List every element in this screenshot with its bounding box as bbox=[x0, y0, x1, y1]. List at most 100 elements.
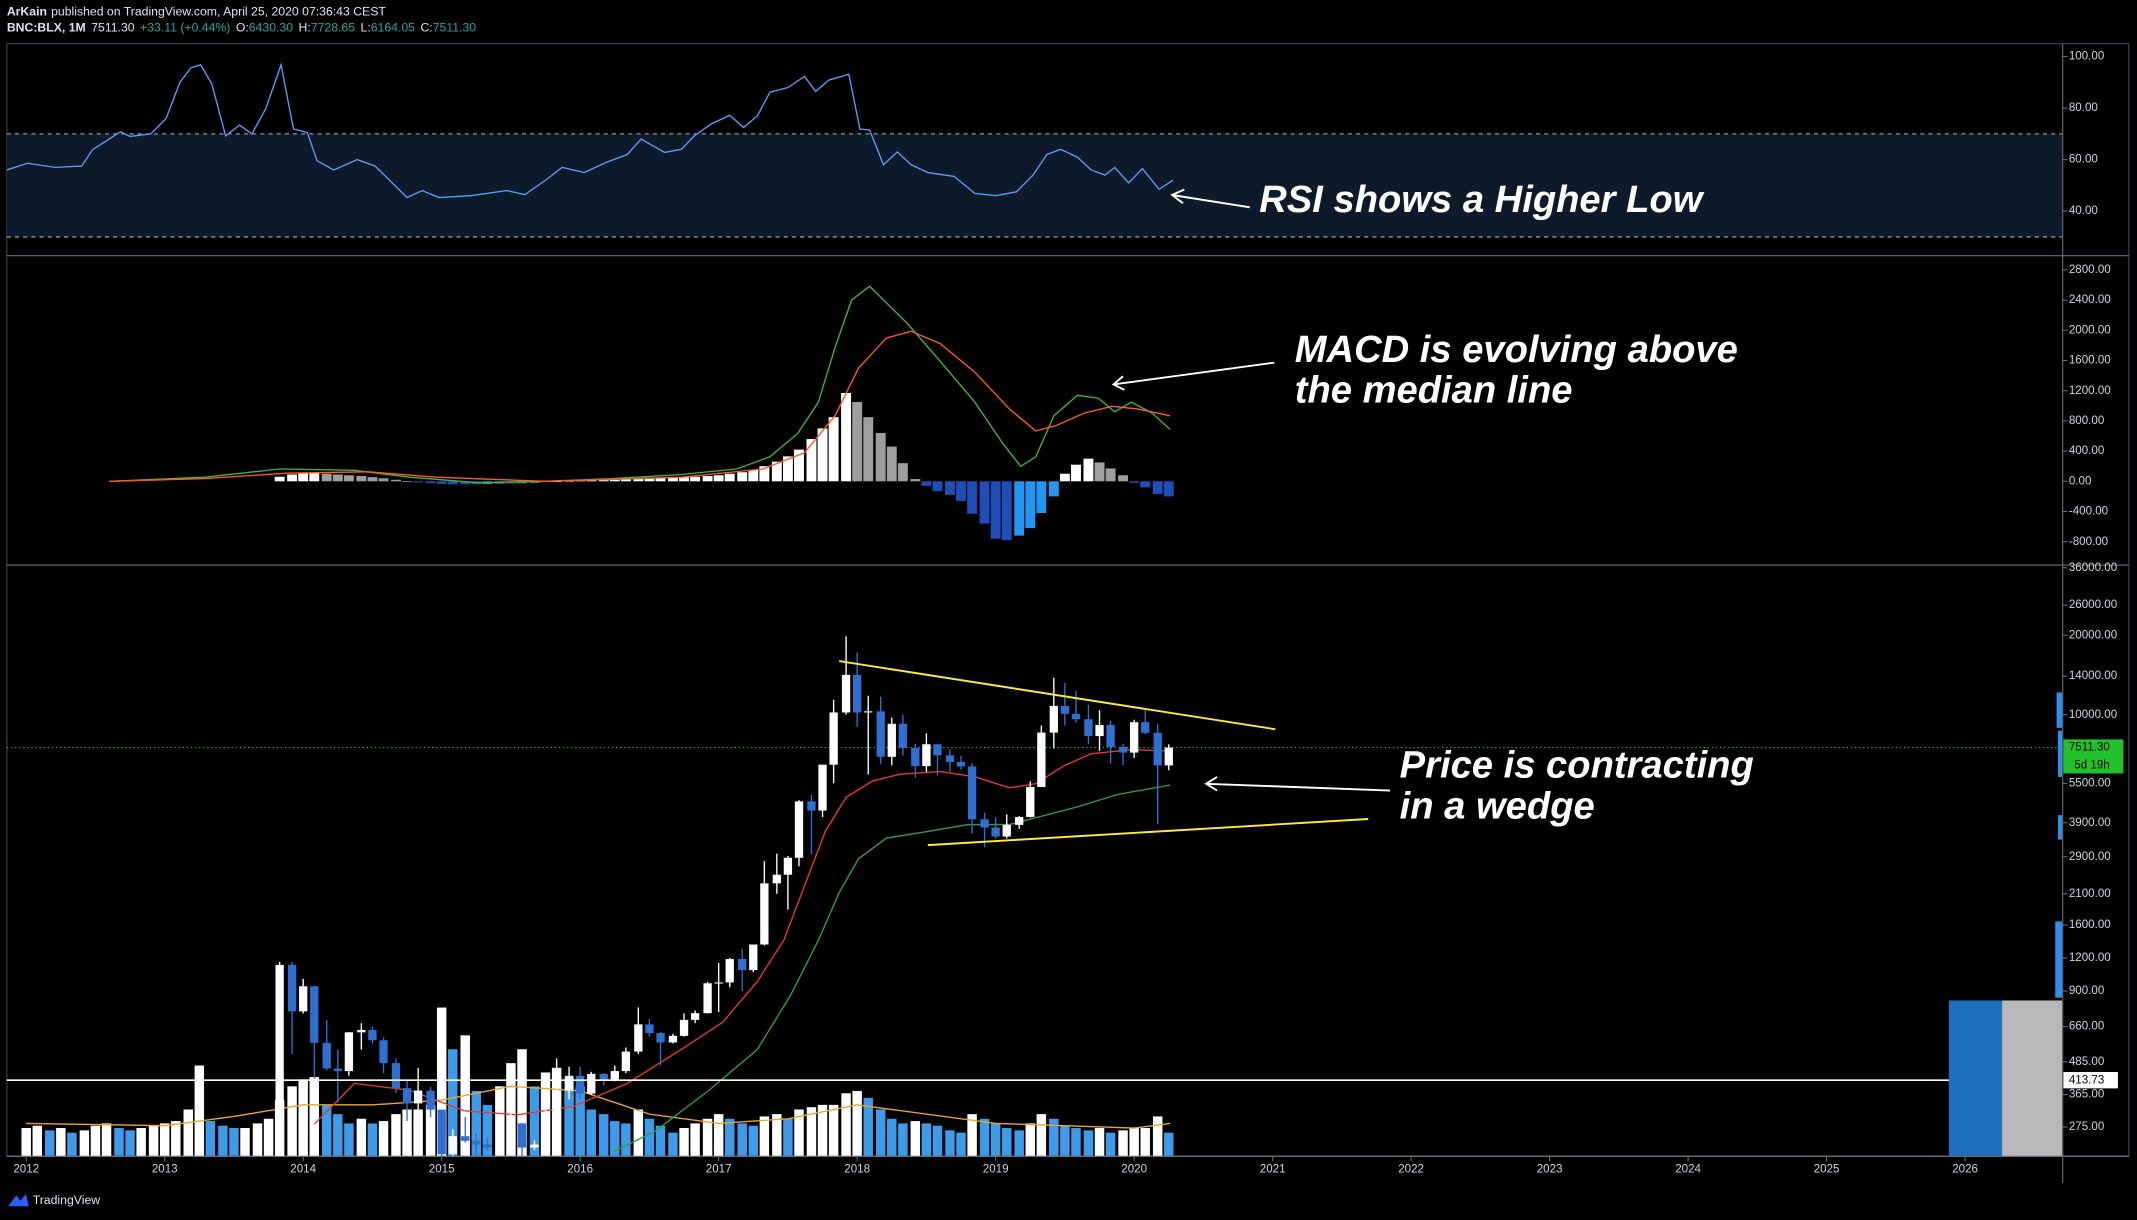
y-tick-label: 2400.00 bbox=[2069, 294, 2111, 306]
hline-badge bbox=[2063, 1072, 2118, 1089]
volume-bar bbox=[482, 1104, 493, 1156]
histogram-bar bbox=[1059, 473, 1070, 482]
candle-body bbox=[1084, 719, 1093, 737]
histogram-bar bbox=[828, 417, 839, 482]
arrow-head bbox=[1204, 776, 1218, 792]
histogram-bar bbox=[332, 474, 343, 482]
candle-body bbox=[634, 1024, 643, 1052]
histogram-bar bbox=[794, 449, 804, 482]
volume-bar bbox=[828, 1104, 839, 1156]
published: published on TradingView.com, April 25, … bbox=[51, 5, 386, 19]
y-tick-label: 1200.00 bbox=[2069, 385, 2111, 397]
histogram-bar bbox=[910, 479, 921, 482]
histogram-bar bbox=[598, 480, 609, 482]
volume-bar bbox=[668, 1132, 678, 1156]
histogram-bar bbox=[967, 481, 978, 514]
volume-bar bbox=[772, 1114, 782, 1156]
histogram-bar bbox=[1118, 475, 1129, 482]
histogram-bar bbox=[356, 476, 367, 482]
candle-body bbox=[552, 1090, 561, 1112]
histogram-bar bbox=[713, 475, 724, 482]
histogram-bar bbox=[1083, 458, 1094, 482]
volume-bar bbox=[171, 1121, 181, 1156]
volume-bar bbox=[1001, 1128, 1012, 1156]
arrow-head bbox=[1170, 188, 1185, 204]
candle-body bbox=[576, 1075, 585, 1094]
pane bbox=[109, 285, 1174, 541]
volume-bar bbox=[218, 1125, 228, 1156]
histogram-bar bbox=[321, 473, 332, 482]
candle-body bbox=[714, 982, 723, 984]
candle-body bbox=[437, 1109, 446, 1155]
candle-body bbox=[690, 1013, 700, 1020]
logo bbox=[8, 1193, 29, 1207]
annotation: RSI shows a Higher Low bbox=[1259, 178, 1704, 221]
histogram-bar bbox=[287, 474, 298, 482]
volume-bar bbox=[783, 1118, 793, 1156]
brand: TradingView bbox=[33, 1193, 101, 1207]
candle-body bbox=[738, 958, 747, 971]
header-line: ArKain published on TradingView.com, Apri… bbox=[7, 5, 387, 19]
y-tick-label: 0.00 bbox=[2069, 475, 2092, 487]
histogram-bar bbox=[782, 456, 793, 482]
histogram-bar bbox=[425, 481, 436, 484]
rsi-line bbox=[6, 62, 1174, 199]
x-tick-label: 2020 bbox=[1121, 1164, 1147, 1176]
histogram-bar bbox=[817, 428, 828, 482]
histogram-bar bbox=[1140, 481, 1151, 488]
ohlc-value: 7511.30 bbox=[433, 21, 477, 35]
volume-bar bbox=[990, 1123, 1001, 1156]
candle-body bbox=[621, 1051, 631, 1072]
volume-bar bbox=[598, 1114, 609, 1156]
histogram-bar bbox=[1014, 481, 1025, 536]
volume-bar bbox=[21, 1128, 31, 1156]
volume-bar bbox=[817, 1104, 828, 1156]
histogram-bar bbox=[644, 478, 655, 482]
volume-bar bbox=[495, 1086, 505, 1156]
candle-body bbox=[656, 1033, 665, 1043]
volume-bar bbox=[575, 1086, 585, 1156]
histogram-bar bbox=[897, 463, 908, 482]
volume-bar bbox=[841, 1093, 851, 1156]
candle-body bbox=[426, 1090, 435, 1110]
trendline bbox=[839, 660, 1276, 731]
candle-body bbox=[1106, 724, 1115, 747]
histogram-bar bbox=[771, 461, 782, 482]
candle-body bbox=[956, 761, 966, 767]
annotation: the median line bbox=[1295, 369, 1573, 412]
author: ArKain bbox=[7, 5, 47, 19]
candle-body bbox=[506, 1123, 516, 1133]
candle-body bbox=[379, 1040, 388, 1064]
histogram-bar bbox=[886, 446, 897, 482]
y-tick-label: 60.00 bbox=[2069, 154, 2098, 166]
histogram-bar bbox=[944, 481, 955, 495]
candle-body bbox=[980, 819, 989, 828]
pane bbox=[6, 62, 2063, 238]
band bbox=[6, 133, 2063, 237]
candle-body bbox=[472, 1140, 481, 1145]
volume-bar bbox=[56, 1128, 66, 1156]
volume-bar bbox=[644, 1118, 655, 1156]
histogram-bar bbox=[1163, 481, 1174, 497]
arrow bbox=[1113, 361, 1275, 386]
candle-body bbox=[794, 801, 804, 858]
histogram-bar bbox=[1036, 481, 1047, 514]
volume-bar bbox=[79, 1130, 90, 1156]
arrow bbox=[1171, 194, 1250, 209]
volume-bar bbox=[1129, 1128, 1139, 1156]
candle-body bbox=[864, 711, 873, 713]
histogram-bar bbox=[702, 476, 713, 482]
histogram-bar bbox=[1152, 481, 1163, 495]
volume-bar bbox=[252, 1123, 263, 1156]
volume-bar bbox=[322, 1104, 332, 1156]
candle-body bbox=[402, 1088, 412, 1104]
histogram-bar bbox=[690, 476, 701, 482]
x-tick-label: 2015 bbox=[429, 1164, 455, 1176]
candle-body bbox=[495, 1132, 505, 1148]
volume-bar bbox=[506, 1063, 516, 1156]
volume-bar bbox=[90, 1125, 101, 1156]
volume-bar bbox=[333, 1114, 343, 1156]
y-tick-label: 400.00 bbox=[2069, 445, 2104, 457]
candle-body bbox=[668, 1035, 678, 1043]
